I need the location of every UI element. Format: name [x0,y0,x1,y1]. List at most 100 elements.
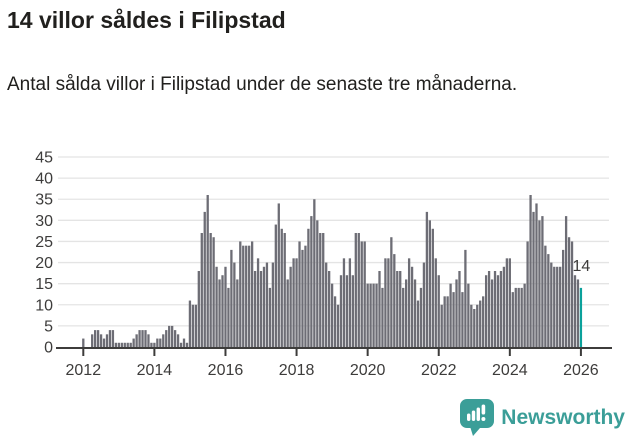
x-axis-label: 2026 [563,362,599,379]
bar [159,338,162,347]
bar [523,283,526,347]
newsworthy-logo[interactable]: Newsworthy [460,399,625,436]
bar [197,271,200,347]
bar [428,220,431,347]
bar [182,338,186,347]
bar [277,203,280,347]
bar [437,275,440,347]
bar [253,271,257,347]
bar [393,254,396,347]
bar [114,342,118,347]
bar [259,271,263,347]
bar [91,334,94,347]
bar [369,283,372,347]
bar [576,279,580,347]
bar [354,233,357,347]
x-axis-label: 2020 [350,362,386,379]
bar [265,262,269,347]
bar [141,330,144,347]
bar [532,211,535,347]
y-axis-label: 25 [35,234,53,251]
bar [165,330,168,347]
highlight-bar [579,287,583,347]
bar [402,287,405,347]
bar [360,241,363,347]
bar [561,249,565,347]
bar [502,266,506,347]
bar [191,304,195,347]
x-axis-label: 2018 [279,362,315,379]
bar [310,216,313,347]
bar [499,271,503,347]
bar [419,287,423,347]
current-value-label: 14 [573,258,591,275]
bar [173,330,177,347]
bar [396,271,399,347]
bar [413,279,417,347]
bar [505,258,509,347]
bar [538,220,541,347]
bar [564,216,568,347]
bar [117,342,120,347]
bar [209,233,212,347]
bar [490,279,494,347]
bar [446,296,449,347]
bar [123,342,126,347]
y-axis-label: 10 [35,297,53,314]
bar [245,245,248,347]
bar [126,342,129,347]
bar [153,342,156,347]
bar [529,195,532,347]
bar [455,279,458,347]
bar [470,304,473,347]
bar [345,275,349,347]
bar [236,279,239,347]
bar [464,249,467,347]
bar [410,266,414,347]
bar [372,283,375,347]
bar [328,271,331,347]
bar [493,271,497,347]
bar [514,287,517,347]
bar [283,233,286,347]
bar [330,283,334,347]
bar [108,330,112,347]
bar [556,266,559,347]
bar [150,342,153,347]
bar [473,309,476,347]
bar [322,233,325,347]
newsworthy-icon [460,399,495,436]
bar [407,258,411,347]
bar [476,304,479,347]
x-axis-label: 2024 [492,362,528,379]
x-axis-label: 2012 [66,362,102,379]
bar [467,283,470,347]
bar [171,325,174,347]
bar [99,334,103,347]
bar [520,287,523,347]
bar [250,241,254,347]
bar [458,271,461,347]
bar [434,258,437,347]
bar [567,237,571,347]
bar [94,330,97,347]
bar [348,258,352,347]
bar [215,266,218,347]
bar [286,279,289,347]
bar [221,275,224,347]
bar [138,330,141,347]
bar [233,262,236,347]
bar [511,292,514,347]
bar [570,241,574,347]
bar [307,228,310,347]
bar [212,237,215,347]
bar [256,258,260,347]
bar [482,296,485,347]
y-axis-label: 0 [44,340,53,357]
bar [230,249,233,347]
bar [375,283,378,347]
y-axis-label: 20 [35,255,53,272]
bar [452,292,455,347]
bar [508,258,511,347]
bar [280,228,283,347]
